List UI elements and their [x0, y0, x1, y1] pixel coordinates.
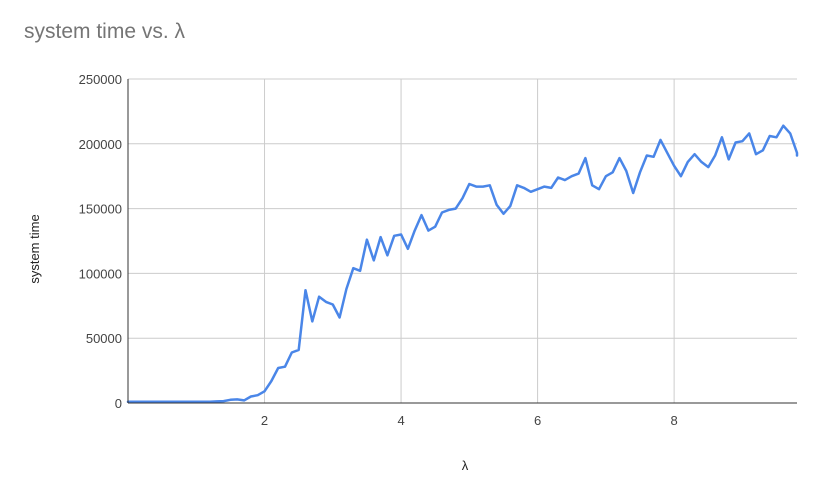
grid [128, 78, 797, 403]
x-tick-label: 2 [261, 413, 268, 428]
y-tick-label: 100000 [79, 266, 122, 281]
x-tick-label: 4 [397, 413, 404, 428]
y-tick-label: 250000 [79, 72, 122, 87]
y-tick-label: 200000 [79, 137, 122, 152]
series-line [126, 124, 799, 403]
x-tick-label: 6 [534, 413, 541, 428]
tick-labels: 0 50000 100000 150000 200000 250000 2 4 6 8 [79, 72, 678, 428]
series-layer [126, 124, 799, 403]
x-axis-title: λ [462, 458, 469, 473]
axes [127, 79, 797, 404]
y-tick-label: 0 [115, 396, 122, 411]
chart-title: system time vs. λ [24, 20, 186, 43]
y-tick-label: 50000 [86, 331, 122, 346]
x-tick-label: 8 [671, 413, 678, 428]
y-axis-title: system time [27, 214, 42, 283]
y-tick-label: 150000 [79, 202, 122, 217]
